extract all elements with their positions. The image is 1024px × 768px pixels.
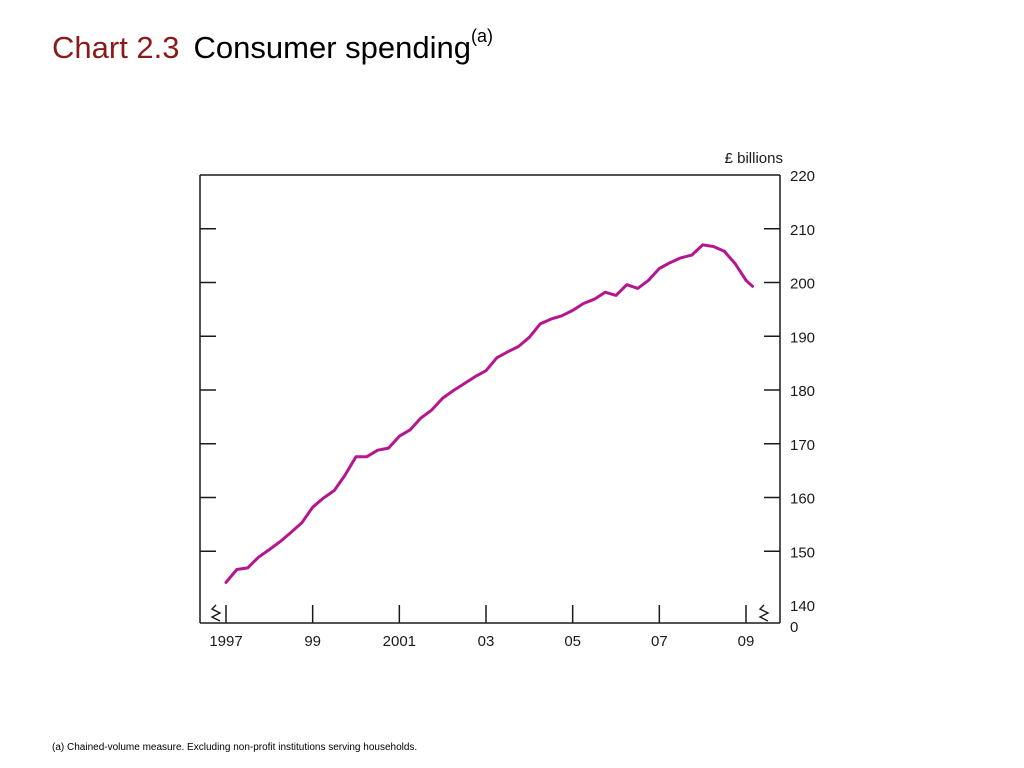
y-tick-label: 150	[790, 544, 815, 561]
y-tick-label: 160	[790, 491, 815, 508]
y-tick-label: 220	[790, 168, 815, 185]
x-tick-label: 07	[651, 633, 668, 650]
consumer-spending-series-line	[744, 278, 754, 288]
x-tick-label: 2001	[383, 633, 416, 650]
chart-number: Chart 2.3	[52, 30, 180, 65]
axis-break-right	[758, 604, 770, 622]
x-tick-label: 03	[478, 633, 495, 650]
x-tick-label: 1997	[209, 633, 242, 650]
y-zero-label: 0	[790, 619, 798, 636]
y-tick-label: 180	[790, 383, 815, 400]
y-tick-label: 200	[790, 276, 815, 293]
y-tick-label: 140	[790, 598, 815, 615]
x-tick-label: 99	[304, 633, 321, 650]
consumer-spending-series-line	[224, 243, 748, 584]
slide-title: Chart 2.3 Consumer spending(a)	[52, 26, 493, 68]
x-tick-label: 05	[564, 633, 581, 650]
footnote: (a) Chained-volume measure. Excluding no…	[52, 742, 418, 753]
y-tick-label: 210	[790, 222, 815, 239]
line-chart: 140 150 160 170 180 190 200 210 220 0 £ billions 19…	[199, 150, 815, 650]
y-tick-label: 190	[790, 329, 815, 346]
x-tick-label: 09	[738, 633, 755, 650]
y-tick-label: 170	[790, 437, 815, 454]
axis-break-left	[210, 604, 222, 622]
chart-title-text: Consumer spending	[193, 30, 471, 65]
title-footnote-marker: (a)	[470, 26, 493, 46]
y-axis-label: £ billions	[725, 150, 783, 167]
